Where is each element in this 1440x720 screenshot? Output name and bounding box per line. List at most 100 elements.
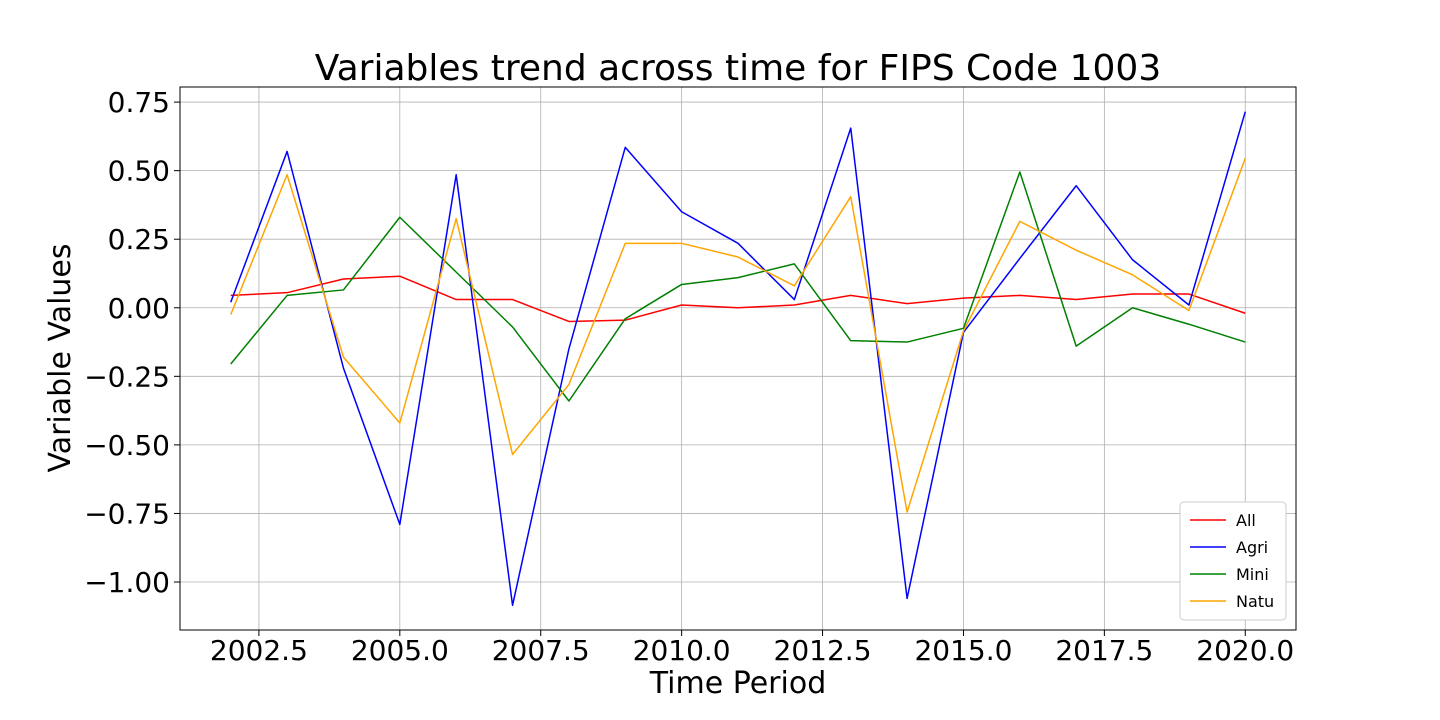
data-point-agri [1244, 111, 1246, 113]
data-point-agri [230, 301, 232, 303]
y-tick-label: 0.25 [108, 223, 170, 256]
data-point-natu [681, 243, 683, 245]
data-point-natu [794, 285, 796, 287]
data-point-natu [1075, 249, 1077, 251]
data-point-natu [286, 174, 288, 176]
x-tick-label: 2005.0 [351, 634, 449, 667]
legend-label: Agri [1236, 538, 1268, 557]
data-point-natu [512, 454, 514, 456]
data-point-agri [1188, 304, 1190, 306]
data-point-natu [624, 243, 626, 245]
data-point-all [399, 275, 401, 277]
data-point-all [963, 297, 965, 299]
data-point-natu [230, 314, 232, 316]
x-tick-label: 2007.5 [492, 634, 590, 667]
data-point-natu [1244, 158, 1246, 160]
data-point-all [1132, 293, 1134, 295]
plot-frame [179, 86, 1297, 631]
data-point-all [906, 303, 908, 305]
data-point-mini [1244, 341, 1246, 343]
legend: All Agri Mini Natu [1179, 501, 1287, 621]
data-point-agri [455, 174, 457, 176]
data-point-mini [455, 271, 457, 273]
data-point-mini [568, 400, 570, 402]
data-point-all [1244, 312, 1246, 314]
data-point-agri [286, 151, 288, 153]
data-point-agri [906, 598, 908, 600]
data-point-natu [737, 256, 739, 258]
data-point-mini [512, 326, 514, 328]
data-point-agri [512, 605, 514, 607]
data-point-agri [737, 243, 739, 245]
data-point-all [1188, 293, 1190, 295]
data-point-all [681, 304, 683, 306]
data-point-mini [850, 340, 852, 342]
data-point-mini [681, 284, 683, 286]
data-point-agri [343, 367, 345, 369]
y-axis-label: Variable Values [43, 243, 78, 472]
data-point-mini [1019, 171, 1021, 173]
data-point-natu [455, 218, 457, 220]
data-point-mini [737, 277, 739, 279]
data-point-agri [399, 524, 401, 526]
legend-label: Natu [1236, 592, 1274, 611]
series-line-natu [230, 158, 1246, 513]
data-point-all [455, 299, 457, 301]
y-tick-label: −0.75 [84, 497, 170, 530]
y-tick-label: −0.25 [84, 360, 170, 393]
data-point-all [1075, 299, 1077, 301]
chart-title: Variables trend across time for FIPS Cod… [315, 48, 1161, 89]
data-point-mini [1188, 323, 1190, 325]
data-point-natu [1132, 274, 1134, 276]
data-point-natu [906, 511, 908, 513]
series-lines [230, 111, 1246, 607]
data-point-agri [1132, 259, 1134, 261]
data-point-all [343, 278, 345, 280]
data-point-mini [1075, 345, 1077, 347]
data-point-agri [624, 147, 626, 149]
data-point-agri [1075, 185, 1077, 187]
data-point-mini [343, 289, 345, 291]
data-point-all [737, 307, 739, 309]
data-point-all [1019, 295, 1021, 297]
data-point-agri [794, 299, 796, 301]
x-axis-label: Time Period [649, 666, 827, 701]
data-point-all [568, 321, 570, 323]
data-point-natu [568, 384, 570, 386]
series-line-mini [230, 171, 1246, 402]
y-tick-label: −1.00 [84, 566, 170, 599]
data-point-mini [230, 363, 232, 365]
x-tick-label: 2012.5 [774, 634, 872, 667]
data-point-all [286, 292, 288, 294]
y-tick-label: 0.50 [108, 155, 170, 188]
y-tick-label: −0.50 [84, 429, 170, 462]
data-point-mini [286, 295, 288, 297]
data-point-all [230, 295, 232, 297]
data-point-natu [343, 356, 345, 358]
data-point-agri [850, 127, 852, 129]
data-point-mini [399, 216, 401, 218]
grid-lines [180, 87, 1296, 630]
data-point-natu [1188, 310, 1190, 312]
data-point-mini [1132, 307, 1134, 309]
data-point-agri [568, 348, 570, 350]
data-point-mini [906, 341, 908, 343]
x-tick-label: 2017.5 [1055, 634, 1153, 667]
data-point-all [794, 304, 796, 306]
data-point-natu [399, 422, 401, 424]
data-point-all [512, 299, 514, 301]
axis-ticks: 2002.5 2005.0 2007.5 2010.0 2012.5 2015.0 2017… [84, 86, 1294, 667]
data-point-mini [624, 318, 626, 320]
data-point-natu [963, 330, 965, 332]
data-point-agri [681, 211, 683, 213]
x-tick-label: 2015.0 [914, 634, 1012, 667]
series-line-agri [230, 111, 1246, 607]
legend-label: Mini [1236, 565, 1269, 584]
series-line-all [230, 275, 1246, 323]
y-tick-label: 0.00 [108, 292, 170, 325]
data-point-natu [850, 196, 852, 198]
data-point-agri [1019, 258, 1021, 260]
x-tick-label: 2002.5 [210, 634, 308, 667]
